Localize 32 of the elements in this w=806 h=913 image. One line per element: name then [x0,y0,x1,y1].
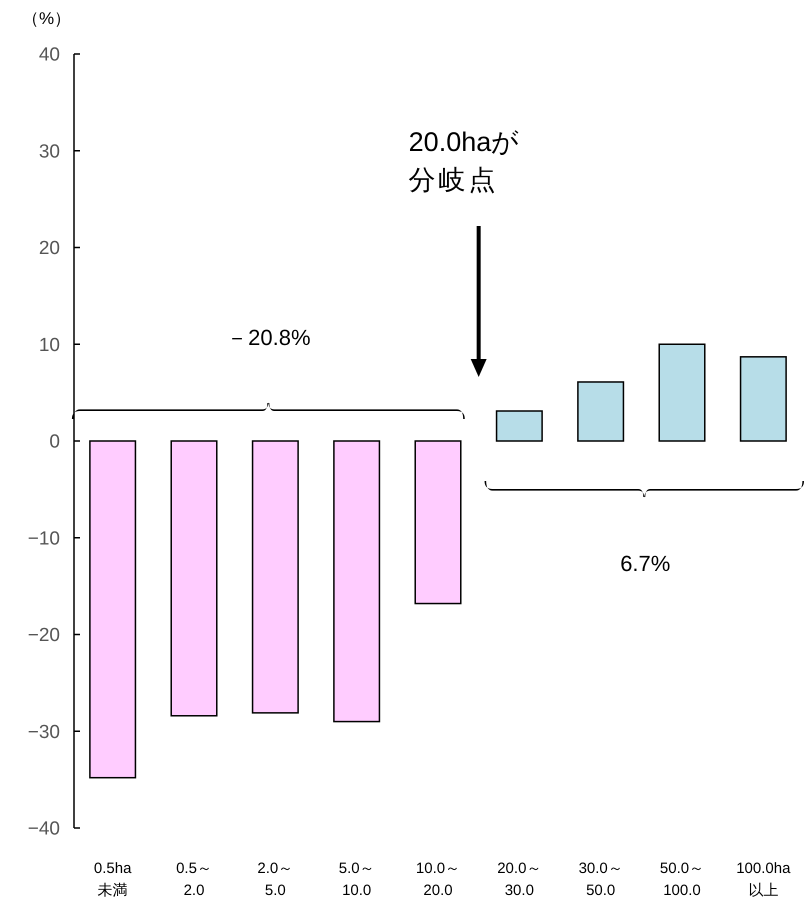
y-tick-label: −40 [28,818,60,840]
bar [496,410,543,442]
y-tick-label: 0 [49,432,60,453]
x-tick-label: 10.0～ 20.0 [416,860,460,899]
bar [577,381,624,442]
y-tick-label: 30 [38,141,60,162]
bar [333,440,380,722]
y-tick-label: −20 [28,625,60,646]
annotation: －20.8% [226,325,311,350]
annotation: 20.0haが [408,127,520,157]
y-tick-label: −30 [28,722,60,743]
y-axis-title: （%） [22,9,72,28]
x-tick-label: 5.0～ 10.0 [338,860,375,899]
bar [658,344,706,442]
bar [414,440,462,604]
bar [740,356,787,442]
x-tick-label: 50.0～ 100.0 [660,860,704,899]
y-tick-label: 10 [38,334,60,356]
annotation: 分岐点 [408,165,499,195]
y-tick-label: −10 [28,528,60,550]
bar [170,440,218,717]
x-tick-label: 2.0～ 5.0 [257,860,294,899]
bar [252,440,299,714]
x-tick-label: 30.0～ 50.0 [578,860,623,899]
y-tick-label: 20 [38,238,60,260]
annotation: 6.7% [620,551,670,576]
x-tick-label: 100.0ha 以上 [736,860,792,899]
bar [89,440,136,778]
x-tick-label: 20.0～ 30.0 [497,860,542,899]
y-tick-label: 40 [38,44,60,66]
x-tick-label: 0.5ha 未満 [94,860,132,899]
x-tick-label: 0.5～ 2.0 [176,860,212,899]
